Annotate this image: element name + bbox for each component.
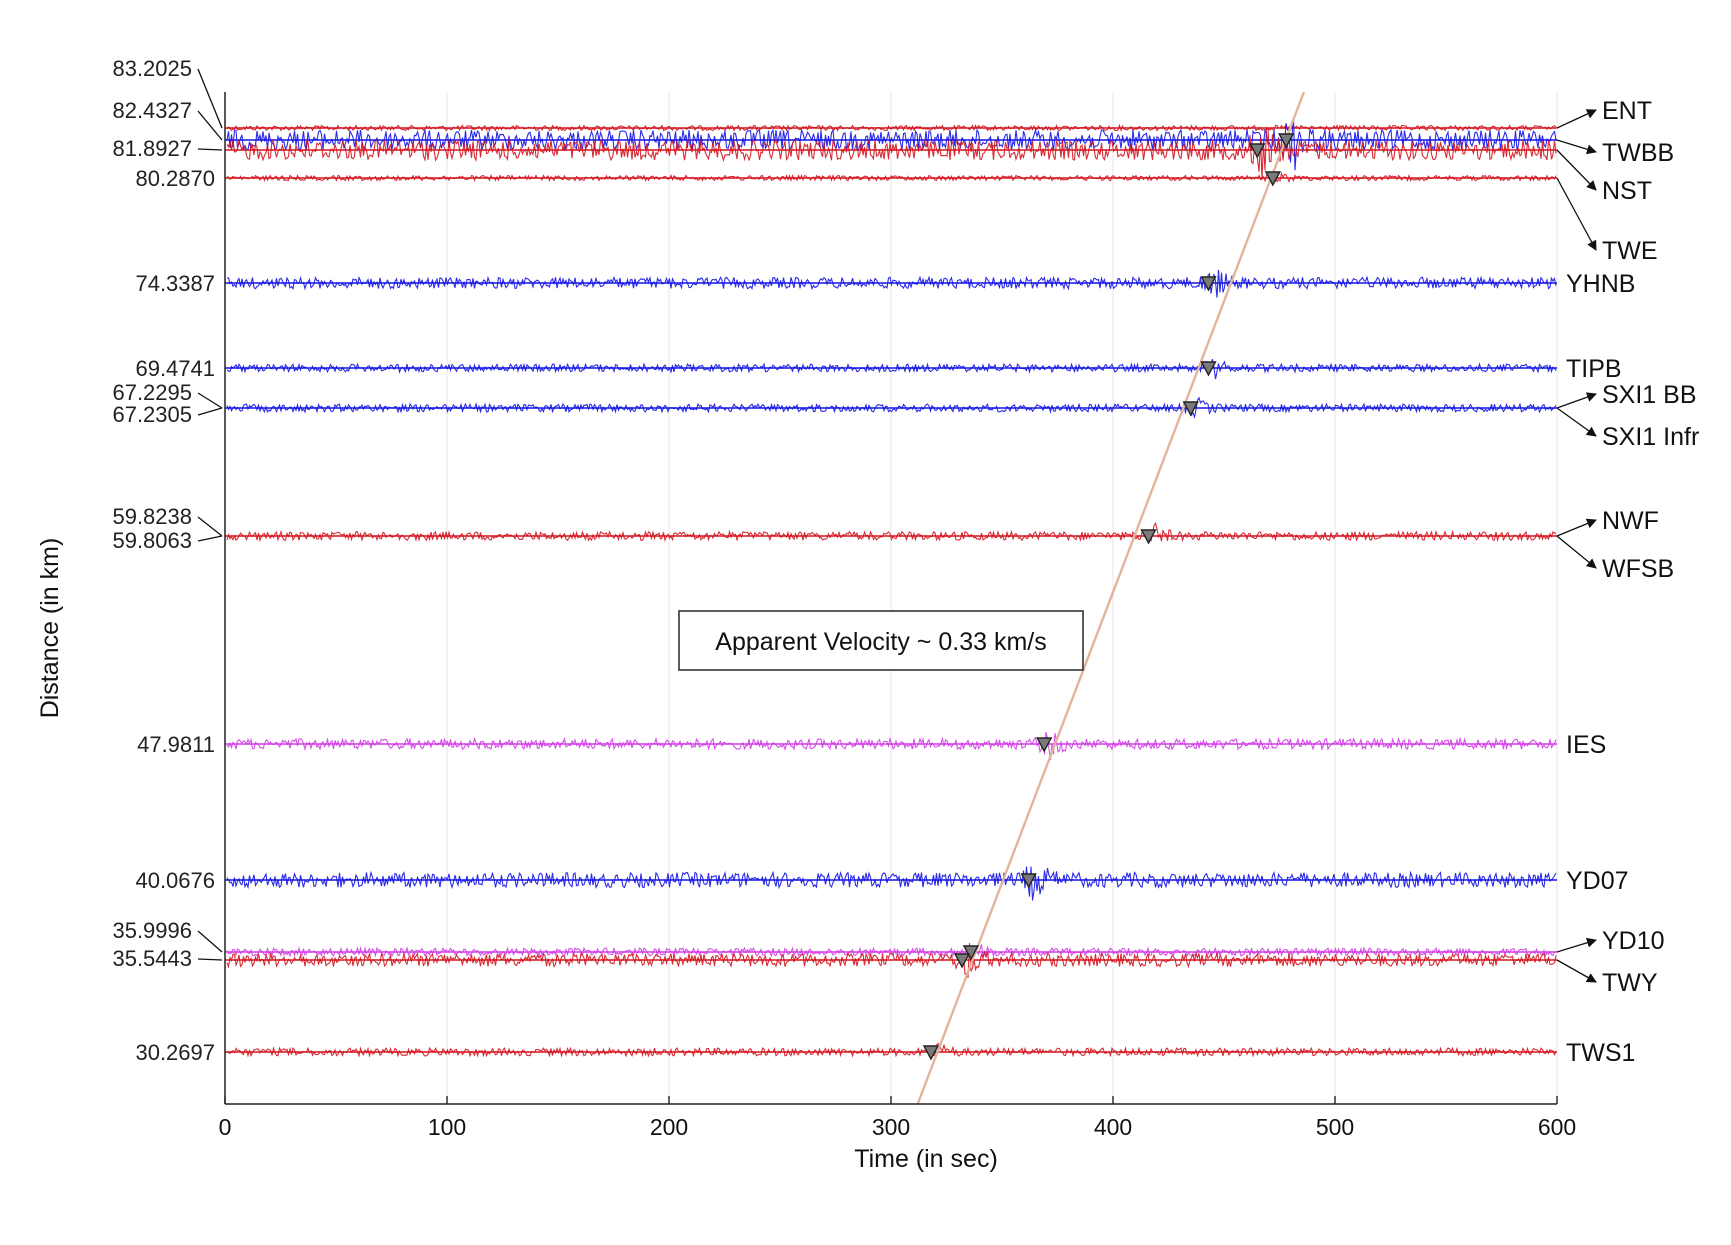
pick-marker-ies (1036, 737, 1053, 753)
distance-label: 59.8063 (112, 528, 192, 553)
x-tick-label: 200 (650, 1114, 688, 1140)
moveout-line (916, 92, 1306, 1104)
distance-label: 30.2697 (135, 1040, 215, 1065)
station-label: TWE (1602, 237, 1658, 265)
pick-marker-yd10 (962, 945, 980, 961)
moveout-line (916, 92, 1306, 1104)
distance-leader (197, 535, 223, 542)
distance-leader (197, 930, 223, 953)
distance-label: 47.9811 (137, 732, 215, 757)
station-leader (1556, 177, 1597, 251)
station-leader (1556, 149, 1597, 191)
pick-marker-yhnb (1200, 276, 1217, 292)
station-leader (1556, 535, 1597, 569)
station-label: TWS1 (1566, 1039, 1635, 1067)
distance-label: 82.4327 (112, 98, 192, 123)
x-ticks: 0 100 200 300 400 500 600 (219, 1096, 1576, 1140)
station-leader (1556, 959, 1597, 983)
distance-leader (197, 407, 223, 416)
station-leader (1556, 109, 1597, 129)
station-label: TWY (1602, 969, 1658, 997)
distance-leader (197, 516, 223, 537)
distance-label: 67.2305 (112, 402, 192, 427)
x-axis-title: Time (in sec) (854, 1145, 998, 1173)
pick-marker-nwf (1140, 529, 1157, 545)
station-label: WFSB (1602, 555, 1674, 583)
distance-leader (197, 148, 223, 151)
trace-labels: 83.2025 ENT 82.4327 TWBB 81.8927 NST 80.2870 TW… (112, 56, 1699, 1067)
waveform-trace (226, 126, 1557, 180)
station-leader (1556, 407, 1597, 437)
pick-marker-tipb (1200, 361, 1217, 377)
vertical-gridlines (446, 92, 1558, 1104)
annotation-box: Apparent Velocity ~ 0.33 km/s (678, 610, 1084, 671)
distance-label: 35.9996 (112, 918, 192, 943)
distance-label: 81.8927 (112, 136, 192, 161)
x-tick-label: 400 (1094, 1114, 1132, 1140)
station-label: IES (1566, 731, 1606, 759)
waveform-trace (226, 866, 1557, 901)
x-tick-label: 300 (872, 1114, 910, 1140)
station-label: YD10 (1602, 927, 1665, 955)
distance-label: 69.4741 (135, 356, 215, 381)
pick-marker-twe (1264, 171, 1282, 187)
x-tick-label: 0 (219, 1114, 232, 1140)
station-label: SXI1 Infr (1602, 423, 1699, 451)
annotation-text: Apparent Velocity ~ 0.33 km/s (715, 628, 1046, 656)
distance-label: 59.8238 (112, 504, 192, 529)
distance-label: 35.5443 (112, 946, 192, 971)
distance-label: 74.3387 (135, 271, 215, 296)
distance-label: 80.2870 (135, 166, 215, 191)
station-label: NWF (1602, 507, 1659, 535)
distance-label: 40.0676 (135, 868, 215, 893)
station-label: YHNB (1566, 270, 1635, 298)
arrival-pick-markers (922, 133, 1295, 1061)
station-label: NST (1602, 177, 1652, 205)
distance-leader (197, 68, 223, 129)
waveform-traces (225, 117, 1557, 1058)
distance-leader (197, 392, 223, 409)
distance-label: 83.2025 (112, 56, 192, 81)
pick-marker-twbb (1277, 133, 1295, 149)
distance-leader (197, 110, 223, 141)
station-label: ENT (1602, 97, 1652, 125)
pick-marker-twy (953, 953, 971, 969)
y-axis-title: Distance (in km) (36, 538, 64, 719)
waveform-trace (226, 171, 1557, 184)
pick-marker-sxi1-bb (1182, 401, 1199, 417)
station-label: YD07 (1566, 867, 1629, 895)
distance-label: 67.2295 (112, 380, 192, 405)
x-tick-label: 100 (428, 1114, 466, 1140)
station-leader (1556, 518, 1597, 537)
x-tick-label: 500 (1316, 1114, 1354, 1140)
pick-marker-tws1 (922, 1045, 940, 1061)
pick-marker-yd07 (1020, 873, 1037, 889)
station-leader (1556, 139, 1597, 155)
station-leader (1556, 392, 1597, 409)
station-leader (1556, 937, 1597, 953)
x-tick-label: 600 (1538, 1114, 1576, 1140)
station-label: SXI1 BB (1602, 381, 1697, 409)
pick-marker-nst (1249, 143, 1266, 159)
station-label: TWBB (1602, 139, 1674, 167)
distance-leader (197, 958, 223, 961)
station-label: TIPB (1566, 355, 1622, 383)
waveform-trace (226, 359, 1557, 380)
waveform-trace (226, 522, 1557, 543)
